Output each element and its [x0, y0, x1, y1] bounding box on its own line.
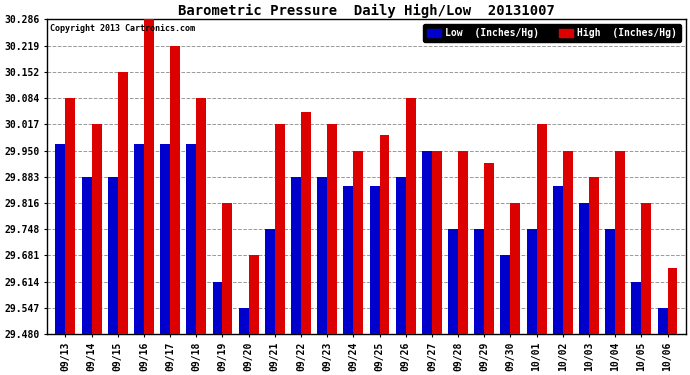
Bar	[222, 203, 233, 334]
Bar	[605, 229, 615, 334]
Bar	[537, 124, 546, 334]
Bar	[500, 255, 511, 334]
Bar	[144, 0, 154, 334]
Bar	[484, 164, 494, 334]
Bar	[589, 177, 599, 334]
Bar	[92, 124, 101, 334]
Bar	[406, 98, 415, 334]
Bar	[170, 46, 180, 334]
Bar	[396, 177, 406, 334]
Bar	[511, 203, 520, 334]
Bar	[327, 124, 337, 334]
Text: Copyright 2013 Cartronics.com: Copyright 2013 Cartronics.com	[50, 24, 195, 33]
Bar	[66, 98, 75, 334]
Bar	[108, 177, 118, 334]
Bar	[641, 203, 651, 334]
Bar	[658, 308, 667, 334]
Bar	[291, 177, 301, 334]
Bar	[579, 203, 589, 334]
Bar	[353, 150, 364, 334]
Bar	[81, 177, 92, 334]
Bar	[160, 144, 170, 334]
Bar	[667, 267, 678, 334]
Bar	[196, 98, 206, 334]
Bar	[448, 229, 458, 334]
Bar	[275, 124, 285, 334]
Bar	[615, 150, 625, 334]
Bar	[370, 186, 380, 334]
Bar	[344, 186, 353, 334]
Bar	[239, 308, 248, 334]
Legend: Low  (Inches/Hg), High  (Inches/Hg): Low (Inches/Hg), High (Inches/Hg)	[423, 24, 681, 42]
Title: Barometric Pressure  Daily High/Low  20131007: Barometric Pressure Daily High/Low 20131…	[178, 4, 555, 18]
Bar	[526, 229, 537, 334]
Bar	[631, 282, 641, 334]
Bar	[248, 255, 259, 334]
Bar	[265, 229, 275, 334]
Bar	[186, 144, 196, 334]
Bar	[422, 150, 432, 334]
Bar	[474, 229, 484, 334]
Bar	[134, 144, 144, 334]
Bar	[55, 144, 66, 334]
Bar	[380, 135, 389, 334]
Bar	[553, 186, 563, 334]
Bar	[213, 282, 222, 334]
Bar	[432, 150, 442, 334]
Bar	[563, 150, 573, 334]
Bar	[458, 150, 468, 334]
Bar	[317, 177, 327, 334]
Bar	[118, 72, 128, 334]
Bar	[301, 111, 311, 334]
